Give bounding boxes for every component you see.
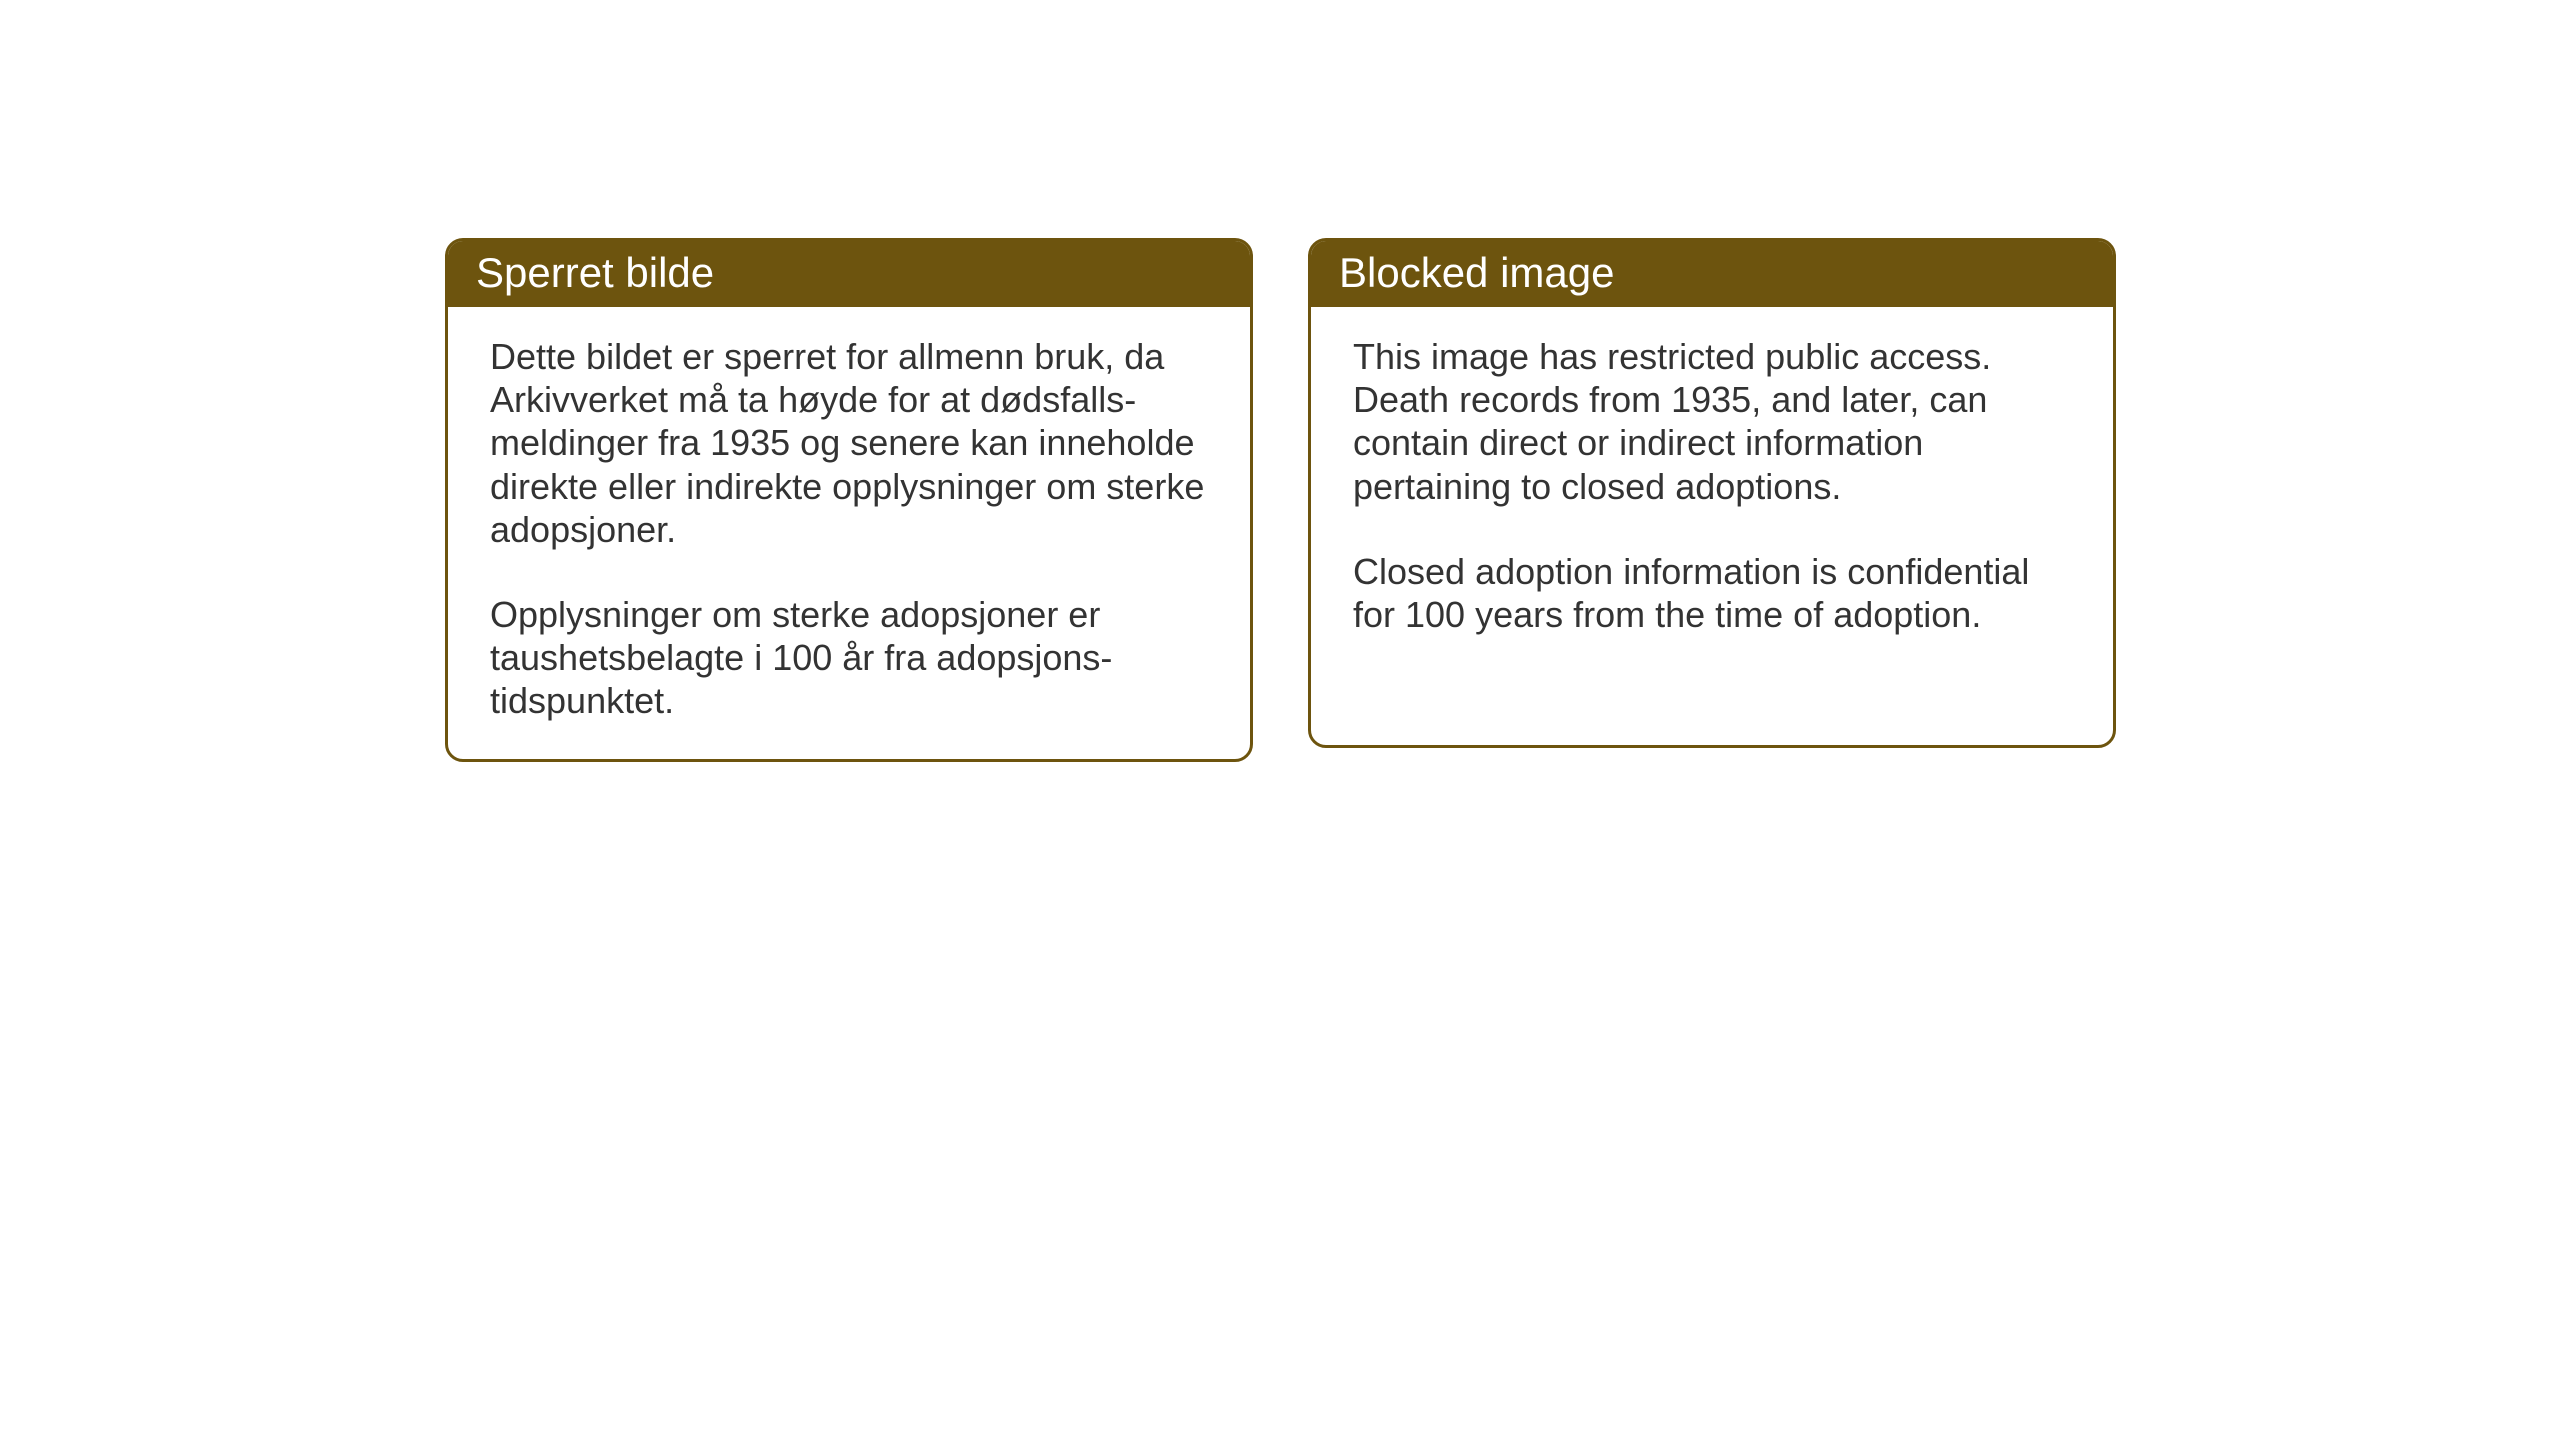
notice-paragraph-1-norwegian: Dette bildet er sperret for allmenn bruk…: [490, 335, 1208, 551]
notice-container: Sperret bilde Dette bildet er sperret fo…: [445, 238, 2116, 762]
notice-paragraph-2-english: Closed adoption information is confident…: [1353, 550, 2071, 636]
notice-paragraph-2-norwegian: Opplysninger om sterke adopsjoner er tau…: [490, 593, 1208, 723]
notice-card-norwegian: Sperret bilde Dette bildet er sperret fo…: [445, 238, 1253, 762]
notice-card-english: Blocked image This image has restricted …: [1308, 238, 2116, 748]
notice-title-english: Blocked image: [1311, 241, 2113, 307]
notice-body-english: This image has restricted public access.…: [1311, 307, 2113, 672]
notice-title-norwegian: Sperret bilde: [448, 241, 1250, 307]
notice-body-norwegian: Dette bildet er sperret for allmenn bruk…: [448, 307, 1250, 759]
notice-paragraph-1-english: This image has restricted public access.…: [1353, 335, 2071, 508]
